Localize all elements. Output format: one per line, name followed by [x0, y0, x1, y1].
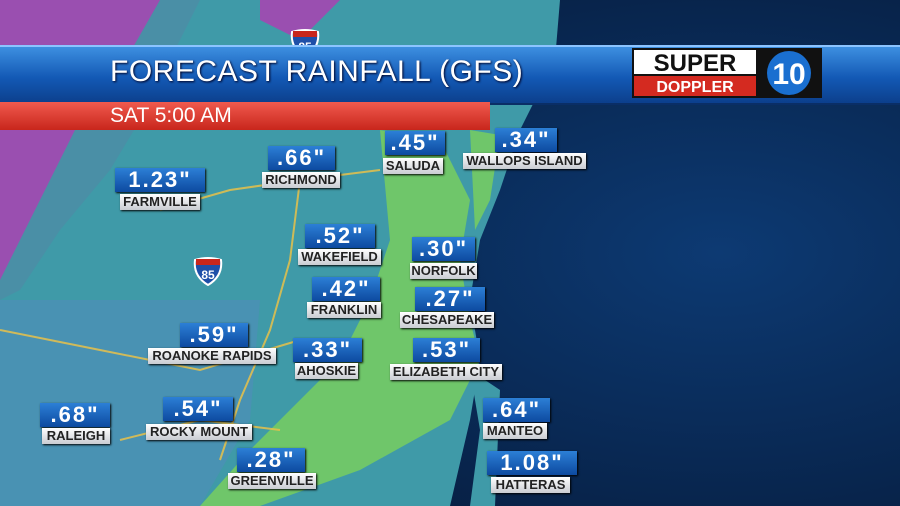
highway-number: 85: [201, 268, 215, 282]
city-name: HATTERAS: [491, 477, 570, 493]
rainfall-value: .68": [40, 403, 110, 427]
city-name: FARMVILLE: [120, 194, 200, 210]
highway-shield: 85: [193, 257, 223, 286]
city-name: NORFOLK: [410, 263, 477, 279]
city-name: ELIZABETH CITY: [390, 364, 502, 380]
city-name: SALUDA: [383, 158, 443, 174]
logo-top: [634, 50, 756, 74]
city-name: ROCKY MOUNT: [146, 424, 252, 440]
city-name: ROANOKE RAPIDS: [148, 348, 276, 364]
rainfall-value: .66": [268, 146, 335, 170]
rainfall-value: 1.08": [487, 451, 577, 475]
rainfall-value: .52": [305, 224, 375, 248]
rainfall-value: .34": [495, 128, 557, 152]
city-name: WALLOPS ISLAND: [463, 153, 586, 169]
city-name: GREENVILLE: [228, 473, 316, 489]
logo-doppler: DOPPLER: [656, 79, 734, 96]
rainfall-value: .54": [163, 397, 233, 421]
rainfall-value: .30": [412, 237, 475, 261]
rainfall-value: .27": [415, 287, 485, 311]
logo-circle: [767, 51, 811, 95]
city-name: CHESAPEAKE: [400, 312, 494, 328]
city-name: WAKEFIELD: [298, 249, 381, 265]
title: FORECAST RAINFALL (GFS): [110, 55, 524, 88]
logo: SUPER DOPPLER 10: [632, 48, 822, 98]
subtitle: SAT 5:00 AM: [110, 104, 232, 127]
city-name: FRANKLIN: [307, 302, 381, 318]
rainfall-value: .28": [237, 448, 305, 472]
logo-super: SUPER: [654, 50, 737, 77]
logo-number: 10: [772, 58, 805, 91]
city-name: MANTEO: [483, 423, 547, 439]
rainfall-value: .64": [483, 398, 550, 422]
city-name: RALEIGH: [42, 428, 110, 444]
rainfall-value: .33": [293, 338, 362, 362]
rainfall-value: .45": [385, 131, 445, 155]
rainfall-value: 1.23": [115, 168, 205, 192]
city-name: AHOSKIE: [295, 363, 358, 379]
rainfall-value: .59": [180, 323, 248, 347]
logo-bottom: [634, 76, 756, 96]
rainfall-value: .53": [413, 338, 480, 362]
city-name: RICHMOND: [262, 172, 340, 188]
rainfall-value: .42": [312, 277, 380, 301]
subtitle-bar: [0, 102, 490, 130]
